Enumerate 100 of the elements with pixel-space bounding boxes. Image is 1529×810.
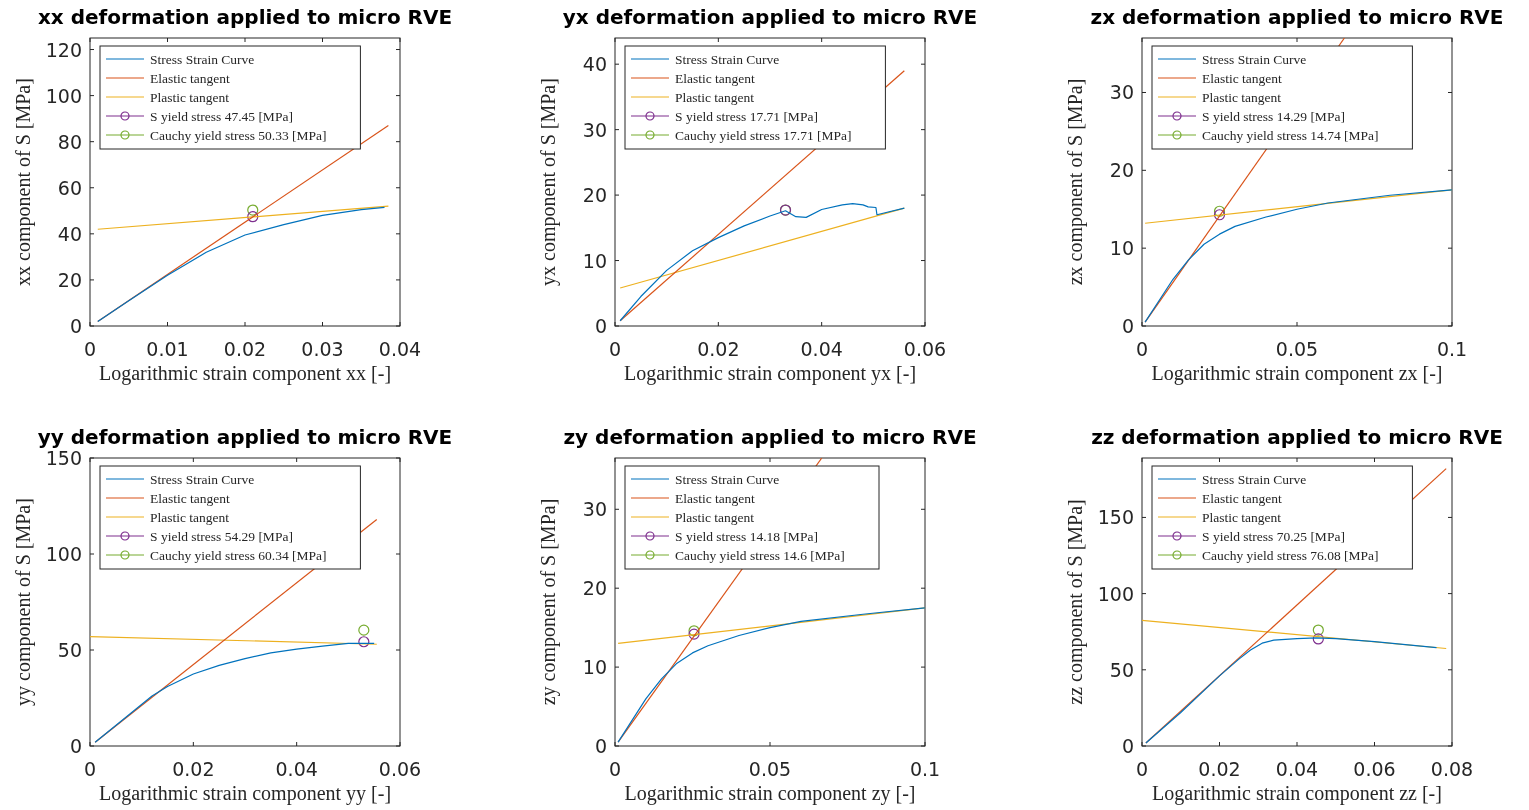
legend-label: Plastic tangent <box>675 89 755 105</box>
legend-label: S yield stress 14.29 [MPa] <box>1202 108 1345 124</box>
legend-label: Plastic tangent <box>1202 89 1282 105</box>
y-tick-label: 10 <box>582 656 607 679</box>
y-tick-label: 10 <box>1109 237 1134 260</box>
y-tick-label: 150 <box>45 447 82 469</box>
y-axis-title: xx component of S [MPa] <box>12 78 35 286</box>
legend-label: Elastic tangent <box>150 70 231 86</box>
x-axis-title: Logarithmic strain component zz [-] <box>1152 782 1442 805</box>
y-tick-label: 10 <box>582 249 607 272</box>
y-tick-label: 0 <box>594 735 607 757</box>
y-tick-label: 0 <box>69 315 82 337</box>
y-tick-label: 60 <box>57 176 82 199</box>
x-tick-label: 0.06 <box>903 338 947 360</box>
y-axis-title: yx component of S [MPa] <box>537 78 560 286</box>
legend-label: Plastic tangent <box>150 509 230 525</box>
x-tick-label: 0.01 <box>146 338 189 360</box>
y-tick-label: 30 <box>582 498 607 521</box>
legend-label: Plastic tangent <box>675 509 755 525</box>
legend-label: Stress Strain Curve <box>150 471 255 487</box>
x-tick-label: 0.1 <box>1436 338 1468 360</box>
x-tick-label: 0 <box>608 758 622 780</box>
y-tick-label: 40 <box>582 53 607 76</box>
y-tick-label: 100 <box>1097 582 1134 605</box>
y-axis-title: zy component of S [MPa] <box>537 498 560 706</box>
y-tick-label: 100 <box>45 84 82 107</box>
y-tick-label: 100 <box>45 543 82 565</box>
y-tick-label: 40 <box>57 222 82 245</box>
legend-label: Elastic tangent <box>1202 70 1283 86</box>
legend-label: Plastic tangent <box>150 89 230 105</box>
legend-label: Stress Strain Curve <box>675 471 780 487</box>
x-tick-label: 0.03 <box>301 338 344 360</box>
x-tick-label: 0.02 <box>223 338 267 360</box>
y-tick-label: 30 <box>582 118 607 141</box>
x-tick-label: 0.02 <box>1198 758 1241 780</box>
x-tick-label: 0.1 <box>909 758 941 780</box>
y-tick-label: 50 <box>57 639 82 661</box>
legend-label: Stress Strain Curve <box>1202 51 1307 67</box>
x-axis-title: Logarithmic strain component yy [-] <box>98 782 392 805</box>
legend-label: Plastic tangent <box>1202 509 1282 525</box>
chart-title: yx deformation applied to micro RVE <box>562 5 978 29</box>
chart-title: zx deformation applied to micro RVE <box>1090 5 1504 29</box>
legend-label: Stress Strain Curve <box>1202 471 1307 487</box>
legend-label: Elastic tangent <box>675 70 756 86</box>
x-tick-label: 0.06 <box>378 758 422 780</box>
x-tick-label: 0.08 <box>1430 758 1474 780</box>
y-tick-label: 0 <box>1121 315 1134 337</box>
legend-label: Elastic tangent <box>675 490 756 506</box>
x-tick-label: 0 <box>1135 758 1149 780</box>
legend-label: Stress Strain Curve <box>150 51 255 67</box>
legend-label: Cauchy yield stress 76.08 [MPa] <box>1202 547 1379 563</box>
y-tick-label: 0 <box>594 315 607 337</box>
legend-label: S yield stress 70.25 [MPa] <box>1202 528 1345 544</box>
x-tick-label: 0 <box>83 338 97 360</box>
y-tick-label: 0 <box>1121 735 1134 757</box>
x-tick-label: 0.04 <box>378 338 422 360</box>
x-tick-label: 0 <box>608 338 622 360</box>
y-axis-title: yy component of S [MPa] <box>12 498 35 706</box>
y-tick-label: 150 <box>1097 506 1134 529</box>
legend-label: S yield stress 17.71 [MPa] <box>675 108 818 124</box>
x-tick-label: 0.04 <box>800 338 843 360</box>
y-tick-label: 20 <box>582 577 607 600</box>
legend-label: Elastic tangent <box>1202 490 1283 506</box>
y-tick-label: 30 <box>1109 81 1134 104</box>
y-axis-title: zz component of S [MPa] <box>1064 499 1087 705</box>
y-tick-label: 120 <box>45 38 82 61</box>
y-tick-label: 0 <box>69 735 82 757</box>
chart-title: zy deformation applied to micro RVE <box>563 425 977 449</box>
x-tick-label: 0 <box>83 758 97 780</box>
y-tick-label: 20 <box>1109 159 1134 182</box>
legend-label: Cauchy yield stress 60.34 [MPa] <box>150 547 327 563</box>
y-tick-label: 50 <box>1109 658 1134 681</box>
chart-title: yy deformation applied to micro RVE <box>37 425 453 449</box>
legend-label: Cauchy yield stress 14.74 [MPa] <box>1202 127 1379 143</box>
x-axis-title: Logarithmic strain component zx [-] <box>1151 362 1443 385</box>
x-tick-label: 0.05 <box>1275 338 1319 360</box>
x-tick-label: 0 <box>1135 338 1149 360</box>
x-tick-label: 0.06 <box>1353 758 1396 780</box>
x-axis-title: Logarithmic strain component yx [-] <box>623 362 917 385</box>
x-tick-label: 0.02 <box>697 338 740 360</box>
chart-title: xx deformation applied to micro RVE <box>37 5 453 29</box>
y-axis-title: zx component of S [MPa] <box>1064 78 1087 286</box>
legend-label: Stress Strain Curve <box>675 51 780 67</box>
legend-label: S yield stress 47.45 [MPa] <box>150 108 293 124</box>
y-tick-label: 20 <box>57 268 82 291</box>
x-axis-title: Logarithmic strain component zy [-] <box>624 782 916 805</box>
legend-label: Cauchy yield stress 50.33 [MPa] <box>150 127 327 143</box>
legend-label: S yield stress 14.18 [MPa] <box>675 528 818 544</box>
legend-label: Elastic tangent <box>150 490 231 506</box>
x-tick-label: 0.04 <box>1275 758 1319 780</box>
legend-label: S yield stress 54.29 [MPa] <box>150 528 293 544</box>
x-tick-label: 0.02 <box>172 758 215 780</box>
chart-title: zz deformation applied to micro RVE <box>1091 425 1503 449</box>
y-tick-label: 80 <box>57 130 82 153</box>
x-tick-label: 0.04 <box>275 758 318 780</box>
legend-label: Cauchy yield stress 14.6 [MPa] <box>675 547 845 563</box>
x-axis-title: Logarithmic strain component xx [-] <box>98 362 392 385</box>
x-tick-label: 0.05 <box>748 758 792 780</box>
y-tick-label: 20 <box>582 184 607 207</box>
legend-label: Cauchy yield stress 17.71 [MPa] <box>675 127 852 143</box>
